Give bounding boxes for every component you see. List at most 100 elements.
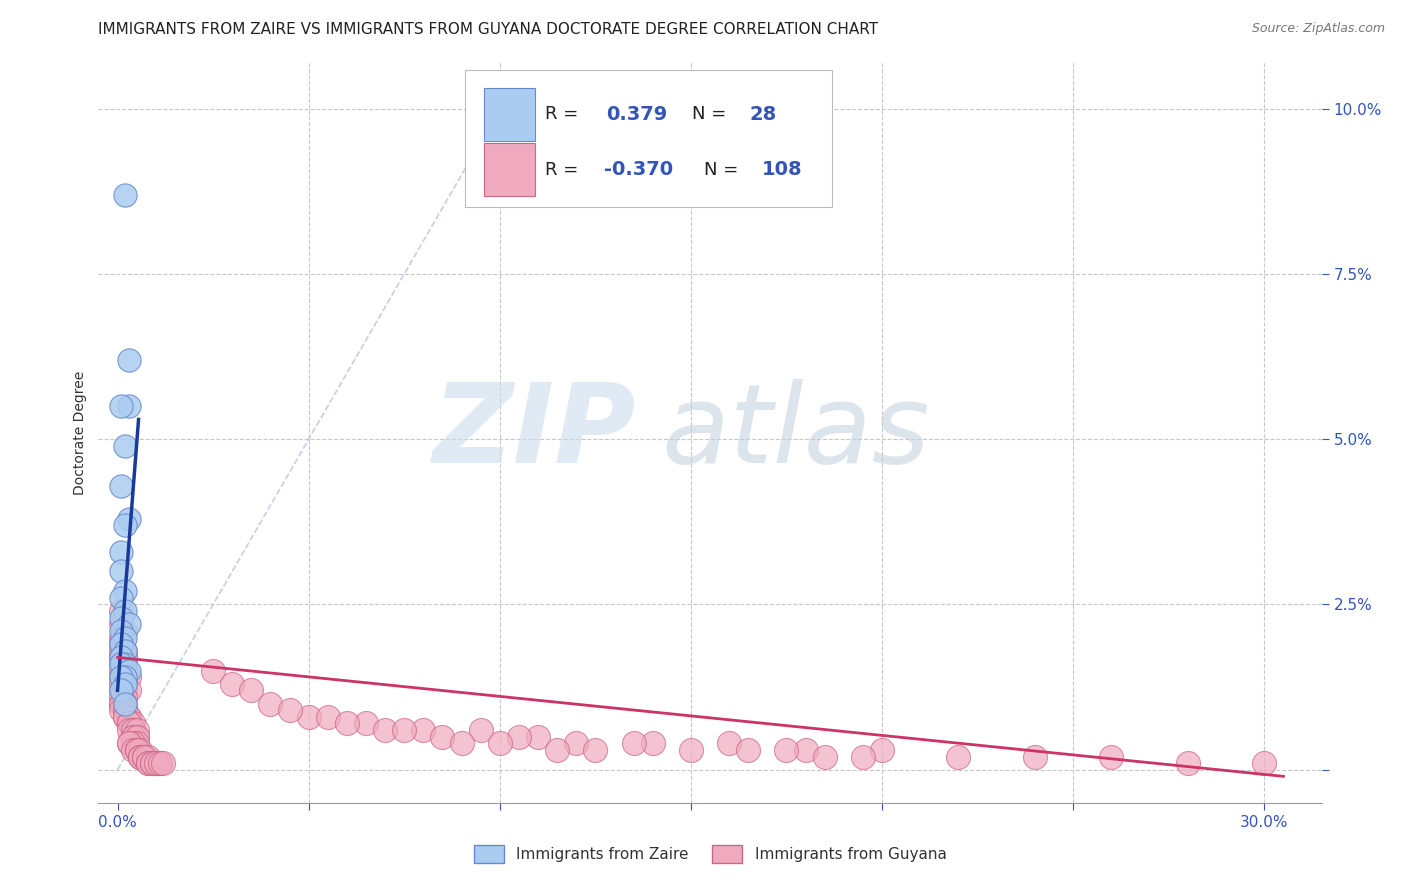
Point [114,677,136,691]
Text: R =: R = [546,161,583,178]
Point [118,723,141,737]
Point [110,657,132,671]
Point [118,511,141,525]
Point [114,584,136,599]
Point [852,749,875,764]
Point [110,637,132,651]
Point [110,697,132,711]
Point [141,756,163,771]
Text: IMMIGRANTS FROM ZAIRE VS IMMIGRANTS FROM GUYANA DOCTORATE DEGREE CORRELATION CHA: IMMIGRANTS FROM ZAIRE VS IMMIGRANTS FROM… [98,22,879,37]
Text: N =: N = [704,161,744,178]
Point [278,703,301,717]
Point [118,716,141,731]
Point [565,736,588,750]
Text: ZIP: ZIP [433,379,637,486]
Point [152,756,174,771]
Point [114,683,136,698]
Point [118,352,141,367]
Point [527,730,550,744]
Point [114,657,136,671]
Point [118,617,141,632]
Point [125,743,148,757]
Point [110,683,132,698]
Point [114,670,136,684]
Point [110,644,132,658]
Point [149,756,172,771]
Y-axis label: Doctorate Degree: Doctorate Degree [73,370,87,495]
Point [118,716,141,731]
Point [259,697,281,711]
Point [118,736,141,750]
Point [136,756,159,771]
Point [121,716,143,731]
Point [392,723,416,737]
Point [374,723,396,737]
Point [432,730,454,744]
Text: 0.379: 0.379 [606,104,668,124]
Point [121,723,143,737]
Point [110,591,132,605]
Point [121,730,143,744]
Point [488,736,510,750]
Point [114,644,136,658]
Point [221,677,243,691]
Point [129,749,152,764]
Point [110,657,132,671]
Point [110,697,132,711]
Point [110,677,132,691]
Text: -0.370: -0.370 [603,161,672,179]
Point [336,716,359,731]
Point [110,604,132,618]
Point [794,743,817,757]
Point [114,644,136,658]
Point [118,664,141,678]
Point [136,749,159,764]
Point [134,749,156,764]
Point [121,723,143,737]
Point [110,690,132,704]
Point [110,637,132,651]
Point [114,697,136,711]
Point [125,743,148,757]
Point [583,743,606,757]
Point [141,756,163,771]
Point [470,723,492,737]
Point [125,730,148,744]
Point [110,650,132,665]
Point [118,683,141,698]
FancyBboxPatch shape [484,143,536,196]
Point [870,743,893,757]
Point [114,677,136,691]
Point [129,749,152,764]
Point [141,756,163,771]
Point [114,518,136,533]
Text: atlas: atlas [661,379,929,486]
Point [114,631,136,645]
Point [110,617,132,632]
Point [114,710,136,724]
Point [316,710,339,724]
Point [110,478,132,492]
Text: R =: R = [546,105,583,123]
Point [121,743,143,757]
Point [110,544,132,558]
Point [450,736,472,750]
Point [679,743,702,757]
Point [114,690,136,704]
Point [129,743,152,757]
Point [114,604,136,618]
Point [118,710,141,724]
Point [110,650,132,665]
Point [114,703,136,717]
Point [1099,749,1122,764]
Point [136,756,159,771]
Point [948,749,970,764]
Point [121,730,143,744]
Point [125,723,148,737]
Text: 108: 108 [762,161,801,179]
Point [145,756,167,771]
Point [121,736,143,750]
Point [114,664,136,678]
Point [354,716,377,731]
Point [114,650,136,665]
